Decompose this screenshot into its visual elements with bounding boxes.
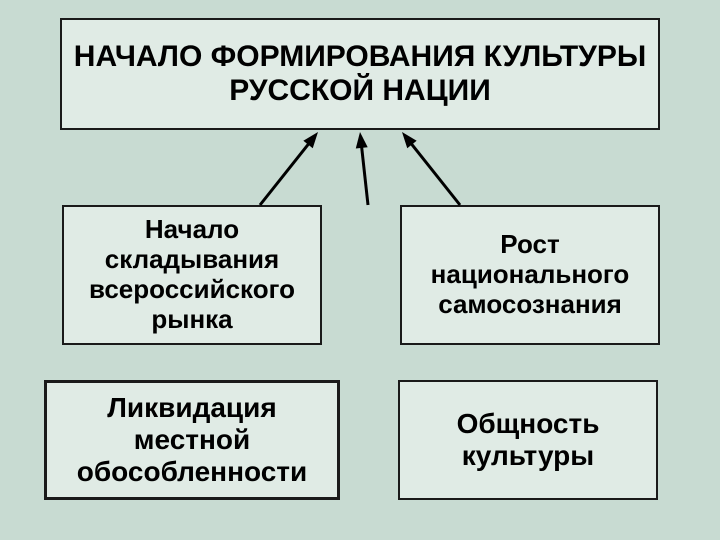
node-commonculture: Общность культуры [398,380,658,500]
title-text: НАЧАЛО ФОРМИРОВАНИЯ КУЛЬТУРЫ РУССКОЙ НАЦ… [62,40,658,109]
arrow-head [402,132,417,148]
arrow-head [303,132,318,148]
node-label: Ликвидация местной обособленности [47,392,337,489]
node-label: Начало складывания всероссийского рынка [64,215,320,335]
arrow-head [356,132,368,149]
node-isolation: Ликвидация местной обособленности [44,380,340,500]
node-label: Общность культуры [400,408,656,472]
arrow-shaft [260,140,312,205]
node-market: Начало складывания всероссийского рынка [62,205,322,345]
node-consciousness: Рост национального самосознания [400,205,660,345]
arrow-shaft [361,142,368,205]
title-box: НАЧАЛО ФОРМИРОВАНИЯ КУЛЬТУРЫ РУССКОЙ НАЦ… [60,18,660,130]
node-label: Рост национального самосознания [402,230,658,320]
arrow-shaft [408,140,460,205]
slide: НАЧАЛО ФОРМИРОВАНИЯ КУЛЬТУРЫ РУССКОЙ НАЦ… [0,0,720,540]
